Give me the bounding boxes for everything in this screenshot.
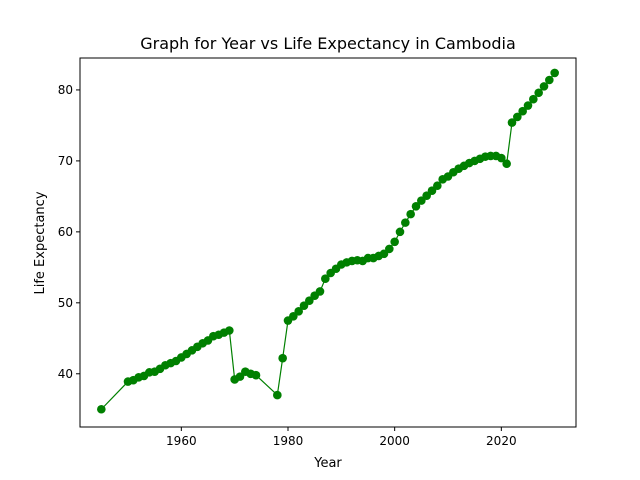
y-axis-label: Life Expectancy [33, 191, 48, 294]
y-tick-label: 50 [58, 296, 73, 310]
data-point [390, 237, 399, 247]
data-point [401, 218, 410, 227]
plot-frame [79, 57, 577, 428]
data-point [315, 287, 325, 296]
x-axis-label: Year [313, 456, 342, 471]
y-tick-label: 60 [58, 225, 73, 239]
data-point [406, 209, 415, 219]
data-point [507, 118, 517, 127]
data-point [545, 75, 554, 85]
x-tick-label: 2000 [379, 434, 410, 448]
x-tick-label: 1980 [273, 434, 304, 448]
data-point [502, 159, 511, 169]
data-point [225, 326, 234, 335]
data-point [529, 94, 538, 104]
data-point [518, 106, 527, 116]
data-point [395, 227, 405, 237]
x-tick-label: 1960 [166, 434, 197, 448]
data-point [251, 370, 261, 380]
data-point [278, 353, 287, 363]
data-point [523, 101, 533, 110]
data-point [273, 390, 282, 400]
data-point [550, 68, 559, 78]
data-point [385, 244, 394, 254]
y-axis: 40 50 60 70 80 [58, 83, 80, 381]
data-point [411, 202, 421, 211]
data-point [534, 88, 543, 98]
data-point [97, 404, 106, 414]
x-tick-label: 2020 [486, 434, 517, 448]
y-tick-label: 40 [58, 367, 73, 381]
chart-title: Graph for Year vs Life Expectancy in Cam… [140, 34, 516, 53]
y-tick-label: 80 [58, 83, 73, 97]
plot-area [97, 68, 559, 414]
data-point [539, 82, 549, 91]
data-point [513, 112, 522, 122]
data-point [497, 153, 506, 163]
data-point [294, 307, 303, 316]
data-point [321, 274, 330, 283]
y-tick-label: 70 [58, 154, 73, 168]
data-point [433, 181, 442, 191]
x-axis: 1960 1980 2000 2020 [166, 427, 517, 448]
